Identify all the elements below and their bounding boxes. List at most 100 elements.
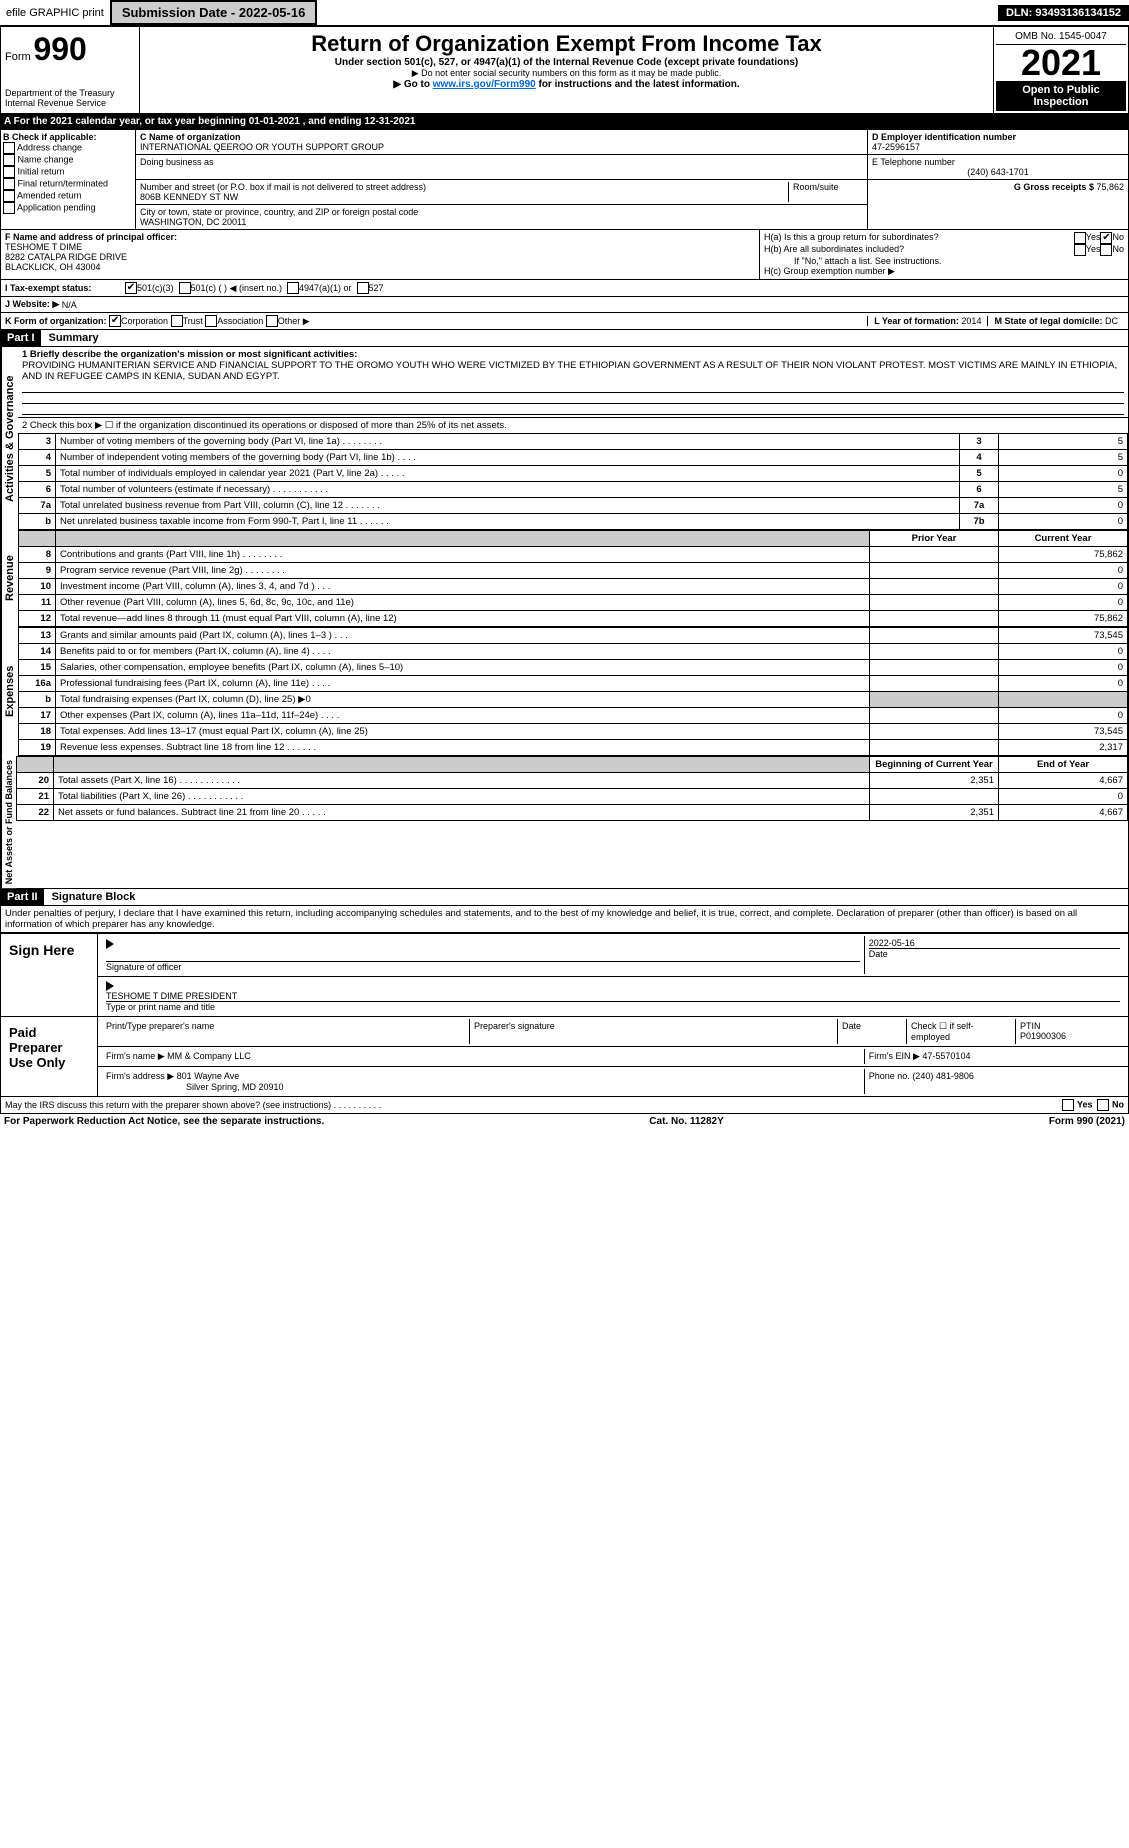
city-label: City or town, state or province, country…: [140, 207, 863, 217]
firm-ein-label: Firm's EIN ▶: [869, 1051, 920, 1061]
box-h: H(a) Is this a group return for subordin…: [760, 230, 1128, 279]
i-501c[interactable]: [179, 282, 191, 294]
table-row: 13Grants and similar amounts paid (Part …: [19, 628, 1128, 644]
hb-label: H(b) Are all subordinates included?: [764, 244, 1074, 256]
f-h-block: F Name and address of principal officer:…: [0, 230, 1129, 280]
vert-na: Net Assets or Fund Balances: [1, 756, 16, 888]
line1-label: 1 Briefly describe the organization's mi…: [22, 349, 1124, 360]
irs-link[interactable]: www.irs.gov/Form990: [433, 79, 536, 90]
street: 806B KENNEDY ST NW: [140, 192, 788, 202]
vert-ag: Activities & Governance: [1, 347, 18, 530]
box-d-e-g: D Employer identification number 47-2596…: [868, 130, 1128, 229]
part-i-header: Part I Summary: [0, 330, 1129, 347]
table-row: bNet unrelated business taxable income f…: [19, 514, 1128, 530]
form-label: Form: [5, 51, 31, 63]
firm-name-label: Firm's name ▶: [106, 1051, 165, 1061]
city: WASHINGTON, DC 20011: [140, 217, 863, 227]
website: N/A: [62, 300, 77, 310]
pra-notice: For Paperwork Reduction Act Notice, see …: [4, 1116, 324, 1127]
irs: Internal Revenue Service: [5, 98, 135, 108]
tax-year: 2021: [996, 45, 1126, 81]
phone: (240) 643-1701: [872, 167, 1124, 177]
box-j: J Website: ▶ N/A: [0, 297, 1129, 313]
sig-officer-label: Signature of officer: [106, 961, 860, 972]
opt-initial-return[interactable]: Initial return: [3, 166, 133, 178]
form-header: Form 990 Department of the Treasury Inte…: [0, 26, 1129, 114]
box-b-label: B Check if applicable:: [3, 132, 133, 142]
na-table: Beginning of Current YearEnd of Year20To…: [16, 756, 1128, 821]
j-label: J Website: ▶: [5, 299, 59, 310]
k-corp[interactable]: [109, 315, 121, 327]
hb-no[interactable]: [1100, 244, 1112, 256]
ptin: P01900306: [1020, 1031, 1120, 1041]
sign-here-label: Sign Here: [1, 934, 98, 1016]
form-title: Return of Organization Exempt From Incom…: [144, 31, 989, 57]
ein-label: D Employer identification number: [872, 132, 1124, 142]
hc-label: H(c) Group exemption number ▶: [764, 266, 1124, 277]
rev-table: Prior YearCurrent Year8Contributions and…: [18, 530, 1128, 627]
i-527[interactable]: [357, 282, 369, 294]
firm-addr2: Silver Spring, MD 20910: [106, 1082, 284, 1092]
table-row: 12Total revenue—add lines 8 through 11 (…: [19, 611, 1128, 627]
check-if: Check ☐ if self-employed: [907, 1019, 1016, 1044]
table-row: 10Investment income (Part VIII, column (…: [19, 579, 1128, 595]
k-trust[interactable]: [171, 315, 183, 327]
discuss-row: May the IRS discuss this return with the…: [0, 1097, 1129, 1114]
k-other[interactable]: [266, 315, 278, 327]
table-row: 18Total expenses. Add lines 13–17 (must …: [19, 724, 1128, 740]
gross-label: G Gross receipts $: [1014, 182, 1094, 192]
part-i-badge: Part I: [1, 330, 41, 346]
prep-phone: (240) 481-9806: [912, 1071, 974, 1081]
firm-ein: 47-5570104: [922, 1051, 970, 1061]
ha-yes[interactable]: [1074, 232, 1086, 244]
discuss-yes[interactable]: [1062, 1099, 1074, 1111]
firm-name: MM & Company LLC: [167, 1051, 251, 1061]
firm-addr1: 801 Wayne Ave: [177, 1071, 240, 1081]
table-row: bTotal fundraising expenses (Part IX, co…: [19, 692, 1128, 708]
ein: 47-2596157: [872, 142, 1124, 152]
i-501c3[interactable]: [125, 282, 137, 294]
part-ii-title: Signature Block: [44, 891, 136, 903]
ag-section: Activities & Governance 1 Briefly descri…: [0, 347, 1129, 530]
info-block: B Check if applicable: Address change Na…: [0, 129, 1129, 230]
na-section: Net Assets or Fund Balances Beginning of…: [0, 756, 1129, 889]
opt-name-change[interactable]: Name change: [3, 154, 133, 166]
prep-phone-label: Phone no.: [869, 1071, 910, 1081]
discuss-no[interactable]: [1097, 1099, 1109, 1111]
officer-addr2: BLACKLICK, OH 43004: [5, 262, 755, 272]
vert-rev: Revenue: [1, 530, 18, 627]
box-i: I Tax-exempt status: 501(c)(3) 501(c) ( …: [0, 280, 1129, 297]
opt-address-change[interactable]: Address change: [3, 142, 133, 154]
rev-section: Revenue Prior YearCurrent Year8Contribut…: [0, 530, 1129, 627]
ha-no[interactable]: [1100, 232, 1112, 244]
paid-preparer-label: Paid Preparer Use Only: [1, 1017, 98, 1096]
table-row: 7aTotal unrelated business revenue from …: [19, 498, 1128, 514]
prep-date-label: Date: [838, 1019, 907, 1044]
ptin-label: PTIN: [1020, 1021, 1120, 1031]
footer: For Paperwork Reduction Act Notice, see …: [0, 1114, 1129, 1129]
k-assoc[interactable]: [205, 315, 217, 327]
opt-app-pending[interactable]: Application pending: [3, 202, 133, 214]
ag-table: 3Number of voting members of the governi…: [18, 433, 1128, 530]
header-right: OMB No. 1545-0047 2021 Open to Public In…: [993, 27, 1128, 113]
sig-date: 2022-05-16: [869, 938, 1120, 948]
header-center: Return of Organization Exempt From Incom…: [140, 27, 993, 113]
ha-label: H(a) Is this a group return for subordin…: [764, 232, 1074, 244]
date-label: Date: [869, 948, 1120, 959]
box-c: C Name of organization INTERNATIONAL QEE…: [136, 130, 868, 229]
opt-final-return[interactable]: Final return/terminated: [3, 178, 133, 190]
exp-table: 13Grants and similar amounts paid (Part …: [18, 627, 1128, 756]
opt-amended[interactable]: Amended return: [3, 190, 133, 202]
header-sub3: ▶ Go to www.irs.gov/Form990 for instruct…: [144, 79, 989, 90]
sign-here-block: Sign Here Signature of officer 2022-05-1…: [0, 933, 1129, 1017]
part-ii-badge: Part II: [1, 889, 44, 905]
i-4947[interactable]: [287, 282, 299, 294]
table-row: 5Total number of individuals employed in…: [19, 466, 1128, 482]
table-row: 6Total number of volunteers (estimate if…: [19, 482, 1128, 498]
table-row: 17Other expenses (Part IX, column (A), l…: [19, 708, 1128, 724]
hb-yes[interactable]: [1074, 244, 1086, 256]
arrow-icon: [106, 939, 114, 949]
form-number: 990: [33, 31, 86, 67]
l-label: L Year of formation:: [874, 316, 959, 326]
paid-preparer-block: Paid Preparer Use Only Print/Type prepar…: [0, 1017, 1129, 1097]
